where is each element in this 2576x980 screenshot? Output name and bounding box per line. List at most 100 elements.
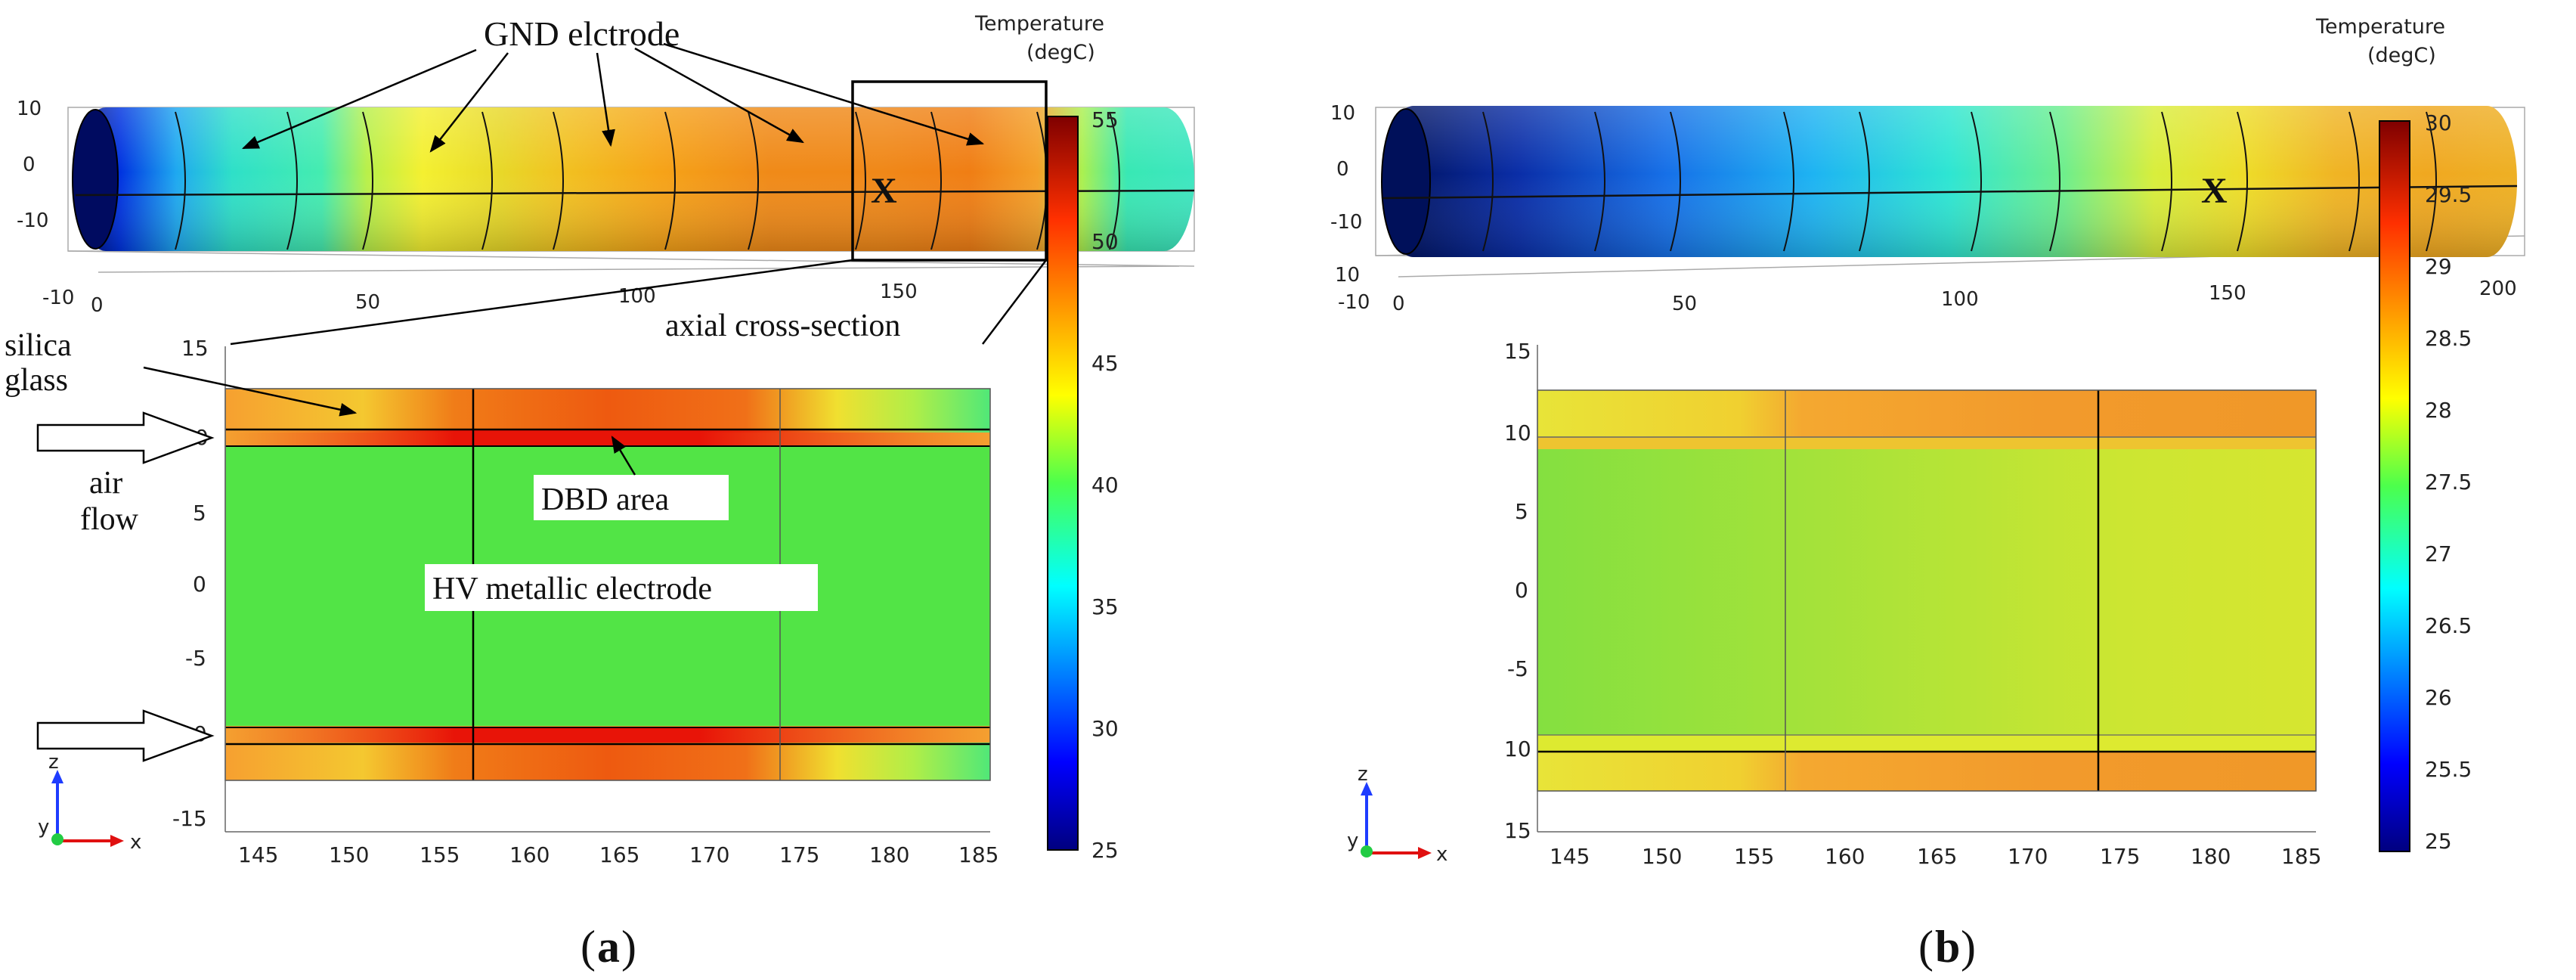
x-tick: 0 (91, 294, 104, 317)
x-tick: 150 (329, 842, 369, 867)
x-tick: 150 (1642, 844, 1682, 869)
colorbar-gradient (1047, 116, 1079, 851)
x-tick: 165 (1917, 844, 1957, 869)
silica-glass-top (1537, 390, 2316, 437)
triad-z: z (48, 751, 59, 774)
dbd-area-bottom (225, 727, 990, 744)
colorbar-tick: 29.5 (2425, 182, 2472, 207)
triad-y: y (38, 816, 49, 839)
colorbar-tick: 30 (2425, 110, 2452, 135)
svg-text:a: a (597, 922, 620, 972)
colorbar-gradient (2379, 120, 2410, 852)
x-tick: 155 (1734, 844, 1774, 869)
x-tick: 160 (1825, 844, 1865, 869)
tube-axis (1382, 185, 2518, 200)
z-tick: 0 (23, 154, 36, 176)
x-tick: 200 (2479, 278, 2517, 300)
colorbar-tick: 35 (1091, 594, 1119, 619)
z-tick: 10 (1330, 102, 1355, 125)
silica-glass-label: silica (5, 328, 72, 363)
silica-glass-bottom (1537, 752, 2316, 791)
x-tick: 150 (2209, 282, 2246, 305)
tube-axis (75, 189, 1195, 197)
colorbar-title: Temperature (2315, 15, 2445, 39)
air-flow-arrow-bottom (36, 709, 215, 762)
y-tick: 0 (1515, 578, 1528, 603)
colorbar-tick: 25.5 (2425, 757, 2472, 782)
z-tick: 0 (1336, 158, 1349, 181)
tube-inlet (72, 109, 119, 250)
marker-x: X (2201, 171, 2228, 211)
y-tick: 5 (193, 501, 206, 526)
svg-text:): ) (621, 922, 636, 972)
y-tick: -15 (172, 806, 207, 831)
dbd-area-top (225, 430, 990, 446)
colorbar-b: Temperature (degC) 30 29.5 29 28.5 28 27… (2315, 15, 2472, 854)
tube-inlet (1381, 108, 1431, 255)
dbd-area-label-box (534, 475, 729, 520)
colorbar-tick: 28.5 (2425, 326, 2472, 351)
colorbar-tick: 29 (2425, 254, 2452, 279)
x-tick: 150 (880, 281, 918, 303)
x-tick: 10 (1335, 264, 1360, 287)
hv-electrode-label: HV metallic electrode (432, 572, 712, 606)
y-tick: -5 (185, 646, 206, 671)
colorbar-a: Temperature (degC) 55 50 45 40 35 30 25 (974, 12, 1119, 863)
colorbar-tick: 40 (1091, 473, 1119, 498)
y-tick: 15 (1504, 818, 1531, 843)
panel-b: X 10 0 -10 10 -10 0 50 100 150 200 (1330, 15, 2525, 972)
svg-text:(: ( (1918, 922, 1934, 972)
z-tick: -10 (17, 209, 48, 232)
x-tick: 160 (509, 842, 550, 867)
svg-text:): ) (1961, 922, 1976, 972)
colorbar-tick: 55 (1091, 107, 1119, 132)
x-tick: -10 (42, 287, 74, 309)
colorbar-unit: (degC) (1026, 41, 1095, 64)
marker-x: X (871, 171, 897, 211)
y-tick: 10 (1504, 737, 1531, 761)
y-tick: 5 (1515, 499, 1528, 524)
y-tick: 15 (1504, 339, 1531, 364)
panel-label-a: ( a ) (581, 922, 636, 972)
triad-y: y (1347, 830, 1358, 852)
x-tick: 170 (689, 842, 729, 867)
colorbar-tick: 25 (2425, 829, 2452, 854)
x-tick: 50 (1672, 293, 1697, 315)
air-flow-label: air (89, 466, 122, 501)
svg-text:b: b (1935, 922, 1960, 972)
x-tick: 0 (1392, 293, 1405, 315)
x-tick: 170 (2008, 844, 2048, 869)
x-tick: 145 (238, 842, 278, 867)
axis-triad-a: z y x (38, 751, 141, 854)
hv-electrode-label-box (425, 564, 818, 611)
x-tick: 180 (2191, 844, 2231, 869)
colorbar-tick: 30 (1091, 716, 1119, 741)
air-flow-label: flow (80, 502, 139, 537)
panel-a: X 10 0 -10 -10 0 50 100 150 GND elctrode… (5, 12, 1195, 972)
colorbar-tick: 28 (2425, 398, 2452, 423)
x-tick: 165 (599, 842, 639, 867)
triad-x: x (1436, 843, 1447, 866)
silica-glass-bottom (225, 743, 990, 780)
gnd-electrode-label: GND elctrode (484, 14, 680, 53)
silica-glass-label: glass (5, 363, 68, 398)
x-tick: 50 (355, 291, 380, 314)
axial-cross-section-label: axial cross-section (665, 309, 900, 343)
axial-cross-section-box (851, 80, 1048, 262)
y-tick: 0 (193, 572, 206, 597)
dbd-area-label: DBD area (541, 482, 669, 517)
silica-glass-top (225, 389, 990, 433)
x-tick: -10 (1338, 291, 1370, 314)
cross-section-plot-b: 15 10 5 0 -5 10 15 145 150 155 160 165 1… (1504, 339, 2321, 869)
x-tick: 185 (958, 842, 999, 867)
z-tick: 10 (17, 98, 42, 120)
colorbar-tick: 26.5 (2425, 613, 2472, 638)
panel-label-b: ( b ) (1918, 922, 1976, 972)
x-tick: 155 (420, 842, 460, 867)
triad-z: z (1358, 763, 1368, 786)
x-tick: 175 (2100, 844, 2140, 869)
y-tick: 10 (1504, 420, 1531, 445)
colorbar-tick: 27 (2425, 541, 2452, 566)
x-tick: 145 (1550, 844, 1590, 869)
